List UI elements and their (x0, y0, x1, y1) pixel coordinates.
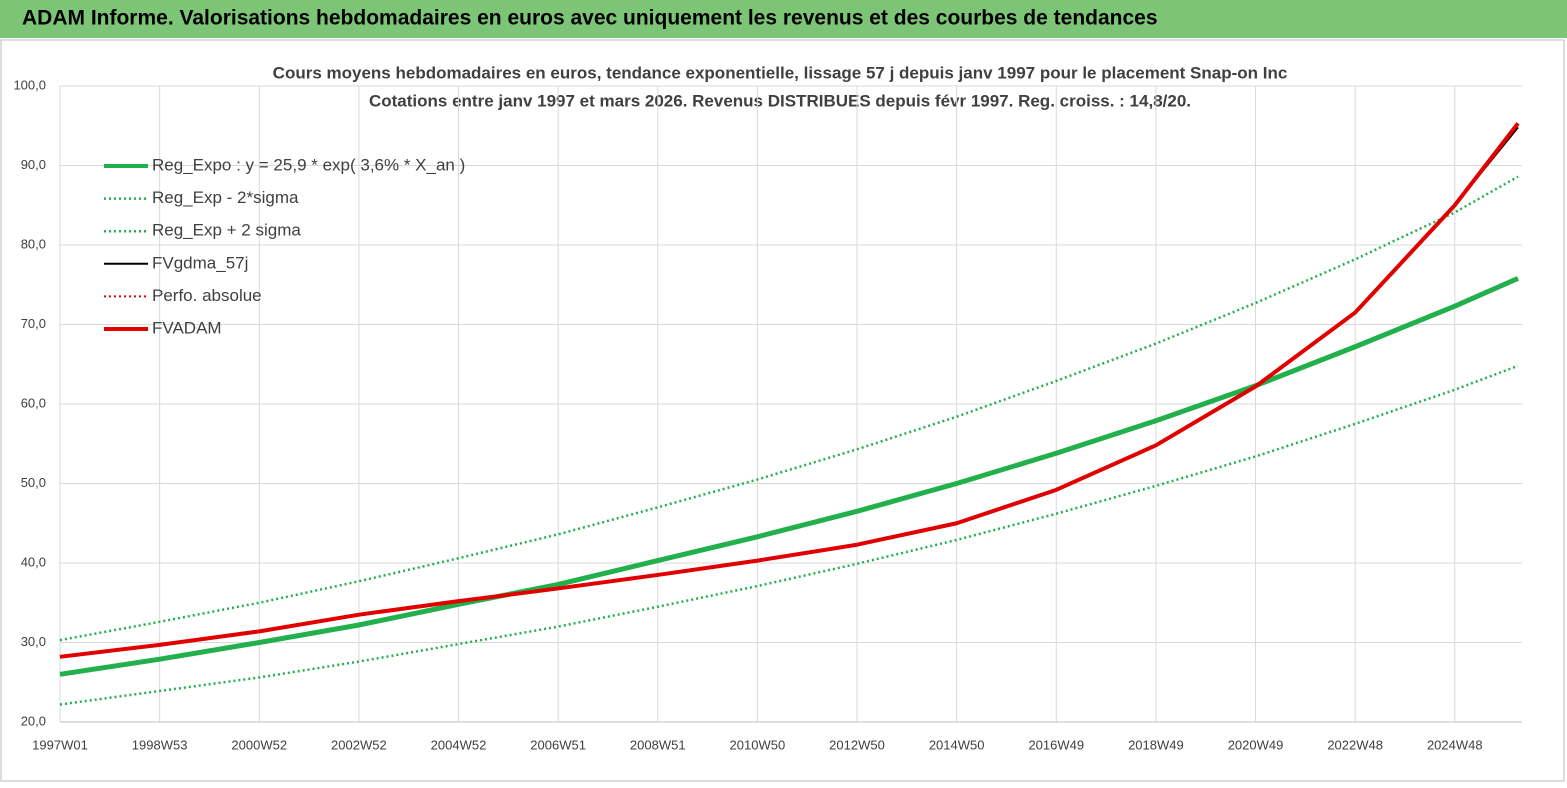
legend-label: Reg_Expo : y = 25,9 * exp( 3,6% * X_an ) (152, 155, 465, 174)
legend-label: FVADAM (152, 318, 222, 337)
legend-label: FVgdma_57j (152, 253, 248, 272)
legend-label: Reg_Exp - 2*sigma (152, 188, 299, 207)
x-tick-label: 2012W50 (829, 737, 885, 752)
legend-label: Reg_Exp + 2 sigma (152, 221, 301, 240)
frame (0, 39, 1565, 782)
x-tick-label: 2024W48 (1427, 737, 1483, 752)
x-tick-label: 2014W50 (929, 737, 985, 752)
x-tick-label: 2020W49 (1228, 737, 1284, 752)
x-tick-label: 2006W51 (530, 737, 586, 752)
chart-title: Cours moyens hebdomadaires en euros, ten… (273, 63, 1288, 82)
x-tick-label: 2016W49 (1028, 737, 1084, 752)
x-tick-label: 2004W52 (431, 737, 487, 752)
y-tick-label: 70,0 (21, 316, 46, 331)
x-tick-label: 2000W52 (231, 737, 287, 752)
legend-label: Perfo. absolue (152, 286, 262, 305)
y-tick-label: 90,0 (21, 157, 46, 172)
y-tick-label: 30,0 (21, 634, 46, 649)
x-tick-label: 2022W48 (1327, 737, 1383, 752)
x-tick-label: 2002W52 (331, 737, 387, 752)
x-tick-label: 1997W01 (32, 737, 88, 752)
series-line (59, 175, 1519, 642)
header-title: ADAM Informe. Valorisations hebdomadaire… (22, 7, 1158, 30)
y-tick-label: 100,0 (13, 77, 46, 92)
header-bar (0, 0, 1567, 38)
y-tick-label: 40,0 (21, 554, 46, 569)
x-tick-label: 2008W51 (630, 737, 686, 752)
series-line (59, 364, 1519, 706)
x-tick-label: 2010W50 (730, 737, 786, 752)
y-tick-label: 80,0 (21, 236, 46, 251)
x-tick-label: 1998W53 (132, 737, 188, 752)
x-tick-label: 2018W49 (1128, 737, 1184, 752)
y-tick-label: 60,0 (21, 395, 46, 410)
y-tick-label: 50,0 (21, 475, 46, 490)
chart-subtitle: Cotations entre janv 1997 et mars 2026. … (369, 91, 1191, 110)
y-tick-label: 20,0 (21, 713, 46, 728)
series-line (59, 122, 1520, 659)
series-line (59, 276, 1520, 677)
